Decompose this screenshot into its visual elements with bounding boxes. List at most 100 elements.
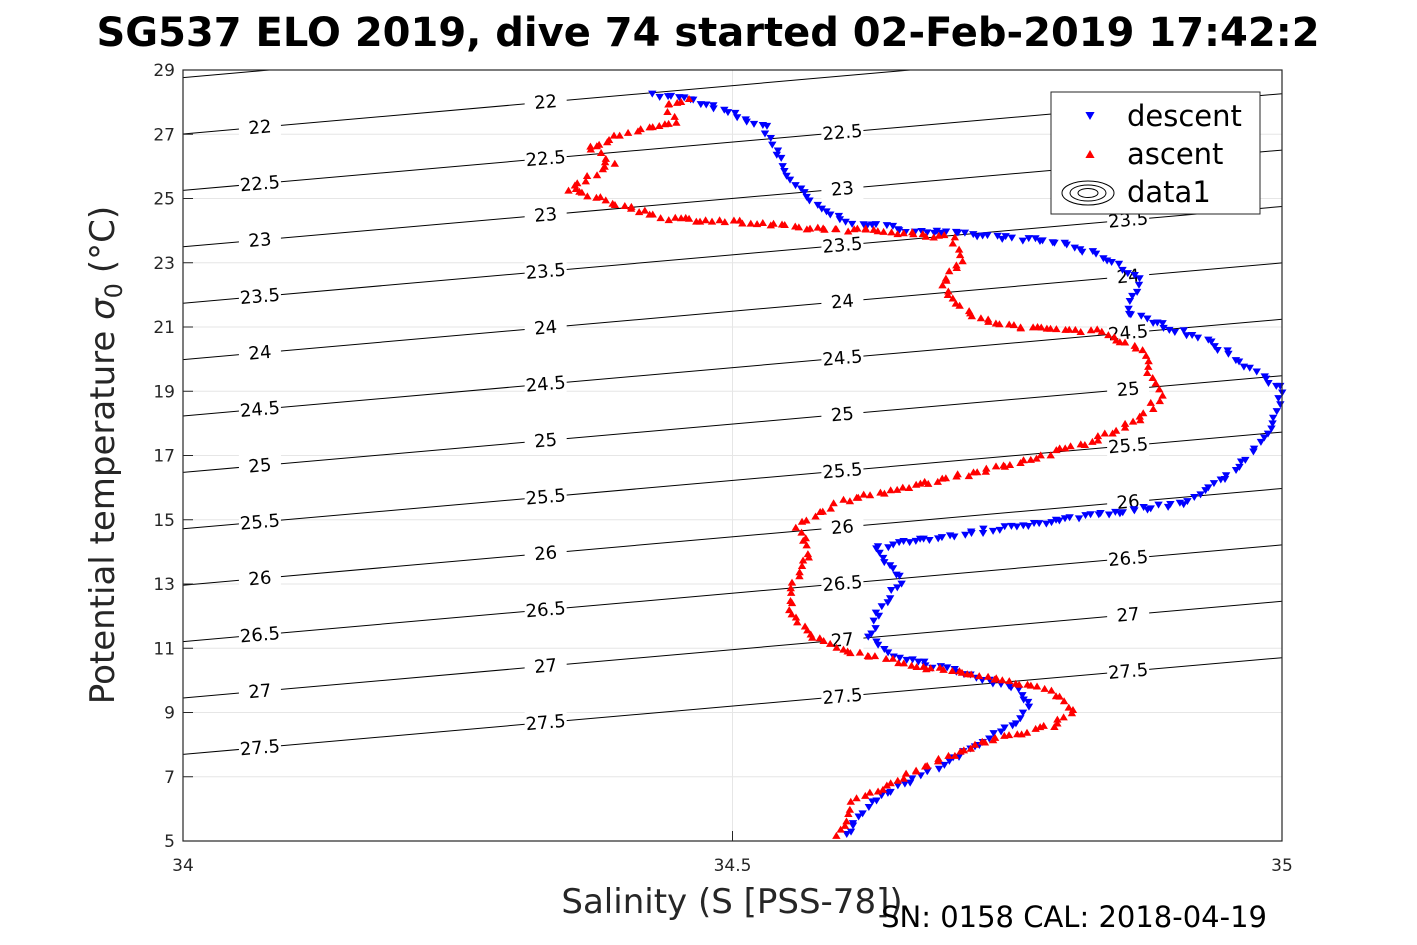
descent-marker	[1008, 722, 1017, 730]
descent-marker	[895, 654, 904, 662]
ascent-marker	[1151, 379, 1160, 387]
x-axis-label: Salinity (S [PSS-78])	[561, 882, 902, 922]
descent-marker	[941, 228, 951, 236]
ascent-marker	[995, 320, 1004, 328]
ascent-marker	[859, 490, 868, 498]
ascent-marker	[894, 659, 903, 667]
isopycnal-label-bg	[821, 290, 864, 313]
descent-marker	[942, 664, 952, 672]
isopycnal-label-bg	[238, 511, 281, 534]
descent-marker	[905, 539, 914, 547]
descent-marker	[1094, 511, 1104, 519]
ascent-marker	[655, 122, 664, 130]
legend-label-data1: data1	[1127, 175, 1211, 209]
descent-marker	[953, 229, 963, 237]
descent-marker	[915, 535, 925, 543]
descent-marker	[720, 106, 729, 114]
isopycnal-label: 22.5	[822, 121, 864, 145]
isopycnal-label: 25.5	[525, 485, 567, 509]
ascent-marker	[832, 831, 841, 839]
isopycnal-label: 27	[248, 680, 273, 703]
ascent-marker	[892, 485, 902, 493]
isopycnal-label: 23.5	[822, 233, 864, 257]
descent-marker	[1000, 724, 1009, 732]
descent-marker	[1050, 239, 1059, 247]
descent-marker	[894, 227, 904, 235]
descent-marker	[826, 211, 835, 219]
y-tick-label: 25	[153, 190, 175, 210]
ascent-marker	[1144, 357, 1153, 365]
ascent-marker	[610, 159, 619, 167]
ascent-marker	[998, 676, 1007, 684]
ascent-marker	[797, 517, 807, 525]
legend-swatch-ascent	[1085, 150, 1095, 158]
legend-swatch-descent	[1085, 112, 1095, 120]
descent-marker	[1081, 512, 1090, 520]
descent-marker	[883, 599, 892, 607]
y-tick-label: 19	[153, 382, 175, 402]
descent-marker	[1158, 320, 1167, 328]
ascent-marker	[720, 218, 730, 226]
descent-marker	[805, 197, 814, 205]
ascent-marker	[808, 633, 817, 641]
ascent-marker	[893, 776, 902, 784]
ascent-marker	[1035, 723, 1045, 731]
ascent-marker	[592, 142, 602, 150]
ascent-marker	[861, 791, 870, 799]
descent-marker	[680, 94, 689, 102]
ascent-marker	[1032, 682, 1042, 690]
ascent-marker	[780, 220, 789, 228]
ascent-marker	[939, 665, 948, 673]
ascent-marker	[929, 233, 938, 241]
ascent-marker	[907, 661, 916, 669]
x-tick-label: 35	[1271, 856, 1293, 876]
descent-marker	[993, 232, 1002, 240]
descent-marker	[782, 172, 791, 180]
descent-marker	[689, 96, 698, 104]
y-axis-label: Potential temperature σ0 (°C)	[83, 206, 128, 704]
descent-marker	[1139, 503, 1148, 511]
y-tick-label: 17	[153, 447, 175, 467]
y-axis-label-text: Potential temperature	[83, 331, 123, 704]
ascent-marker	[664, 216, 673, 224]
descent-marker	[960, 229, 970, 237]
descent-marker	[972, 233, 982, 241]
ascent-marker	[715, 216, 724, 224]
isopycnal-line	[183, 487, 1282, 586]
isopycnal-label: 27	[533, 655, 558, 678]
descent-marker	[1261, 375, 1271, 383]
descent-marker	[1193, 334, 1203, 342]
descent-marker	[1179, 327, 1188, 335]
y-tick-label: 5	[164, 832, 175, 852]
ascent-marker	[843, 227, 853, 235]
ascent-marker	[1016, 324, 1026, 332]
descent-marker	[1104, 511, 1114, 519]
ascent-marker	[846, 797, 855, 805]
descent-marker	[732, 114, 742, 122]
descent-marker	[871, 625, 880, 633]
ascent-marker	[1026, 681, 1036, 689]
descent-marker	[1221, 472, 1231, 480]
ascent-marker	[769, 219, 778, 227]
isopycnal-label-bg	[524, 429, 567, 452]
isopycnal-label-bg	[238, 623, 281, 646]
isopycnal-label-bg	[1107, 434, 1150, 457]
ascent-marker	[1143, 369, 1152, 377]
descent-marker	[1019, 522, 1028, 530]
isopycnal-label: 26	[248, 567, 273, 590]
descent-marker	[768, 141, 777, 149]
descent-marker	[835, 216, 845, 224]
descent-marker	[945, 757, 954, 765]
ascent-marker	[1136, 416, 1145, 424]
descent-marker	[1201, 487, 1210, 495]
ascent-marker	[582, 172, 592, 180]
ascent-marker	[640, 206, 650, 214]
ascent-marker	[952, 472, 961, 480]
ascent-marker	[878, 785, 888, 793]
isopycnal-label: 25.5	[822, 459, 864, 483]
isopycnal-label-bg	[821, 346, 864, 369]
ascent-marker	[583, 192, 592, 200]
ascent-marker	[873, 787, 883, 795]
ascent-marker	[1115, 338, 1125, 346]
ascent-marker	[1014, 680, 1024, 688]
